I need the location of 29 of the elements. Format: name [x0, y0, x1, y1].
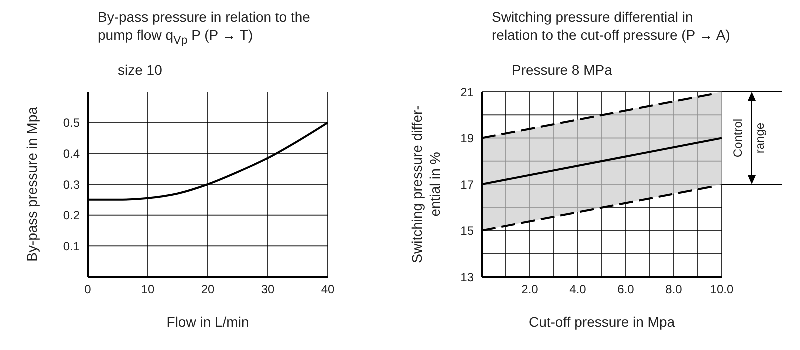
x-tick-label: 20: [201, 282, 215, 297]
text: Pressure 8 MPa: [512, 62, 614, 80]
x-tick-label: 8.0: [666, 282, 683, 297]
y-tick-label: 0.3: [63, 178, 80, 192]
x-axis-title: Flow in L/min: [166, 314, 250, 330]
y-tick-label: 0.5: [63, 116, 80, 130]
y-axis-title: By-pass pressure in Mpa: [24, 106, 40, 262]
y-tick-label: 0.1: [63, 239, 80, 254]
chart-title: By-pass pressure in relation to the pump flow q$_{Vp}$ P (P → T): [98, 8, 312, 48]
y-tick-label: 19: [460, 132, 474, 146]
y-axis-title: Switching pressure differ- ential in %: [409, 105, 443, 264]
x-tick-label: 6.0: [618, 282, 635, 297]
y-tick-label: 15: [460, 224, 474, 238]
x-tick-label: 30: [261, 282, 275, 297]
text: size 10: [118, 62, 164, 80]
x-axis-title: Cut-off pressure in Mpa: [528, 314, 676, 330]
chart-title: Switching pressure differential in relation to the cut-off pressure (P → A): [492, 8, 732, 45]
y-tick-label: 0.4: [63, 146, 80, 161]
x-tick-label: 10.0: [710, 282, 734, 297]
x-tick-label: 10: [141, 282, 155, 297]
x-tick-label: 2.0: [522, 282, 539, 297]
x-tick-label: 40: [321, 282, 335, 297]
text: Control range: [731, 118, 767, 158]
y-tick-label: 13: [460, 270, 474, 284]
y-tick-label: 0.2: [63, 208, 80, 223]
x-tick-label: 4.0: [570, 282, 587, 297]
y-tick-label: 21: [460, 85, 474, 100]
x-tick-label: 0: [84, 282, 92, 297]
y-tick-label: 17: [460, 178, 474, 192]
